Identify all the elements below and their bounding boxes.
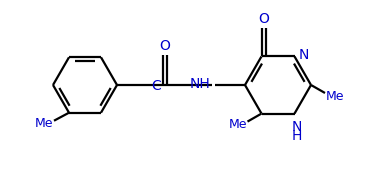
Text: Me: Me (326, 89, 344, 103)
Text: Me: Me (228, 118, 247, 131)
Text: NH: NH (190, 77, 210, 91)
Text: Me: Me (35, 117, 53, 130)
Text: C: C (151, 79, 161, 93)
Text: N: N (291, 120, 302, 134)
Text: O: O (258, 12, 269, 26)
Text: O: O (159, 39, 171, 53)
Text: N: N (298, 48, 309, 62)
Text: H: H (291, 129, 302, 143)
